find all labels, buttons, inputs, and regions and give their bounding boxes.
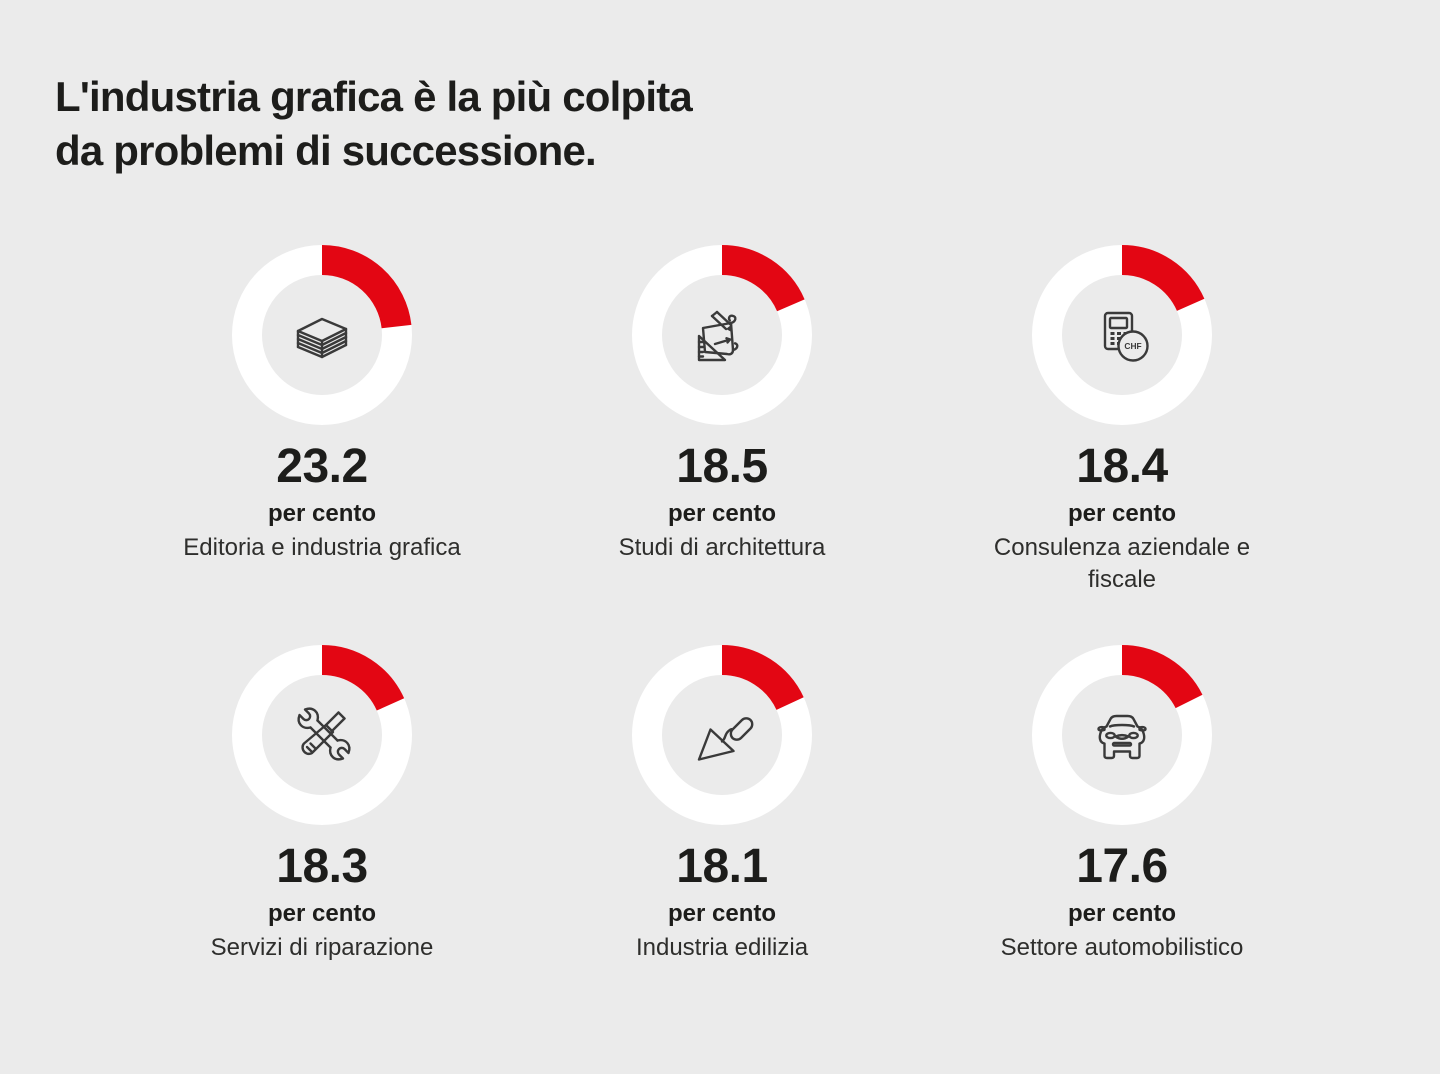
chf-badge-text: CHF — [1124, 341, 1141, 351]
architecture-icon — [686, 299, 758, 371]
donut-chart: CHF — [1032, 245, 1212, 425]
donut-ring — [1032, 645, 1212, 825]
sector-label: Industria edilizia — [635, 934, 809, 961]
percentage-value: 18.4 — [1076, 440, 1168, 493]
sector-label: Studi di architettura — [618, 534, 826, 561]
sector-card-automobilistico: 17.6 per cento Settore automobilistico — [922, 645, 1322, 1045]
donut-chart — [232, 645, 412, 825]
page-title: L'industria grafica è la più colpita da … — [55, 70, 693, 178]
sector-label: Editoria e industria grafica — [183, 534, 461, 561]
donut-ring — [632, 245, 812, 425]
page-title-line-2: da problemi di successione. — [55, 127, 597, 174]
sector-card-consulenza: CHF 18.4 per cento Consulenza aziendale … — [922, 245, 1322, 645]
paper-stack-icon — [286, 299, 358, 371]
percentage-value: 23.2 — [276, 440, 368, 493]
donut-chart — [232, 245, 412, 425]
sector-label: Consulenza aziendale e fiscale — [993, 534, 1251, 593]
donut-chart — [632, 245, 812, 425]
percentage-value: 18.1 — [676, 840, 768, 893]
repair-tools-icon — [286, 699, 358, 771]
donut-ring — [1032, 245, 1212, 425]
donut-ring — [232, 245, 412, 425]
percentage-value: 18.3 — [276, 840, 368, 893]
donut-chart — [632, 645, 812, 825]
sector-card-architettura: 18.5 per cento Studi di architettura — [522, 245, 922, 645]
sector-label: Settore automobilistico — [1000, 934, 1244, 961]
sector-card-riparazione: 18.3 per cento Servizi di riparazione — [122, 645, 522, 1045]
percentage-value: 18.5 — [676, 440, 768, 493]
percentage-unit: per cento — [1067, 900, 1177, 927]
percentage-unit: per cento — [667, 500, 777, 527]
trowel-icon — [686, 699, 758, 771]
chf-badge — [1117, 330, 1149, 362]
sector-card-edilizia: 18.1 per cento Industria edilizia — [522, 645, 922, 1045]
donut-ring — [232, 645, 412, 825]
bottom-white-strip — [0, 1074, 1440, 1081]
sector-label: Servizi di riparazione — [210, 934, 434, 961]
donut-ring — [632, 645, 812, 825]
sector-grid: 23.2 per cento Editoria e industria graf… — [122, 245, 1322, 1045]
percentage-value: 17.6 — [1076, 840, 1168, 893]
percentage-unit: per cento — [1067, 500, 1177, 527]
donut-chart — [1032, 645, 1212, 825]
calculator-chf-icon: CHF — [1086, 299, 1158, 371]
percentage-unit: per cento — [267, 900, 377, 927]
sector-card-editoria: 23.2 per cento Editoria e industria graf… — [122, 245, 522, 645]
percentage-unit: per cento — [267, 500, 377, 527]
car-icon — [1086, 699, 1158, 771]
page-title-line-1: L'industria grafica è la più colpita — [55, 73, 693, 120]
percentage-unit: per cento — [667, 900, 777, 927]
